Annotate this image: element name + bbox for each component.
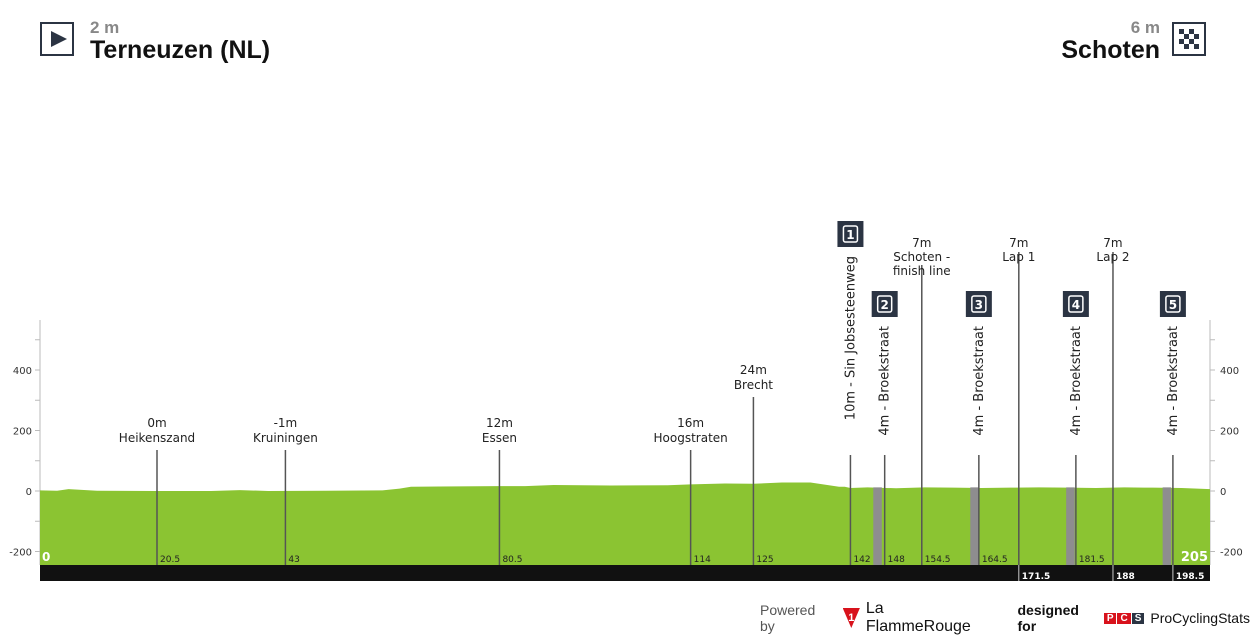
point-altitude: 7m (1009, 236, 1028, 250)
point-name: Kruiningen (253, 431, 318, 445)
point-altitude: 7m (912, 236, 931, 250)
point-name: Essen (482, 431, 517, 445)
sector-number: 5 (1169, 298, 1177, 312)
sector-number: 4 (1072, 298, 1080, 312)
point-altitude: 24m (740, 363, 767, 377)
y-tick-label: -200 (1220, 548, 1243, 559)
y-tick-label: 0 (26, 487, 32, 498)
distance-label: 80.5 (502, 555, 522, 565)
designed-for: designed for (1017, 602, 1079, 634)
distance-label: 0 (42, 550, 50, 564)
elevation-area (40, 482, 1210, 565)
pcs-brand[interactable]: ProCyclingStats (1150, 610, 1250, 626)
sector-label: 4m - Broekstraat (972, 326, 987, 436)
point-name: Schoten - (893, 250, 950, 264)
start-info: 2 m Terneuzen (NL) (90, 18, 271, 64)
sector-badge-frame (842, 225, 859, 243)
distance-label: 142 (853, 555, 870, 565)
checkered-flag-icon (1172, 22, 1206, 56)
distance-label: 154.5 (925, 555, 951, 565)
cobble-sector-band (1066, 487, 1075, 565)
distance-label: 148 (888, 555, 905, 565)
sector-badge-frame (1165, 295, 1181, 313)
lafr-brand[interactable]: La FlammeRouge (865, 600, 971, 635)
sector-badge-frame (876, 295, 893, 313)
bar-distance-label: 171.5 (1022, 572, 1050, 582)
y-tick-label: -200 (9, 548, 32, 559)
sector-badge-frame (971, 295, 987, 313)
start-play-icon (40, 22, 74, 56)
pcs-logo-icon: P C S (1103, 612, 1145, 624)
finish-city: Schoten (1061, 36, 1160, 64)
point-altitude: 12m (486, 416, 513, 430)
sector-number: 2 (881, 298, 889, 312)
y-tick-label: 200 (1220, 427, 1239, 438)
y-tick-label: 0 (1220, 487, 1226, 498)
distance-label: 181.5 (1079, 555, 1105, 565)
point-name: Lap 1 (1002, 250, 1035, 264)
distance-label: 20.5 (160, 555, 180, 565)
sector-label: 4m - Broekstraat (1166, 326, 1181, 436)
finish-altitude: 6 m (1130, 18, 1160, 37)
point-name: Brecht (734, 378, 773, 392)
footer: Powered by 1 La FlammeRouge designed for… (760, 600, 1250, 636)
sector-label: 4m - Broekstraat (878, 326, 893, 436)
sector-badge-frame (1068, 295, 1084, 313)
distance-label: 43 (288, 555, 299, 565)
cobble-sector-band (1162, 487, 1172, 565)
y-tick-label: 200 (13, 427, 32, 438)
bar-distance-label: 198.5 (1176, 572, 1204, 582)
sector-label: 4m - Broekstraat (1069, 326, 1084, 436)
point-altitude: 16m (677, 416, 704, 430)
sector-number: 3 (975, 298, 983, 312)
finish-info: 6 m Schoten (1061, 18, 1160, 64)
point-name: Hoogstraten (654, 431, 728, 445)
bar-distance-label: 188 (1116, 572, 1135, 582)
sector-label: 10m - Sin Jobsesteenweg (843, 256, 858, 420)
distance-label: 125 (756, 555, 773, 565)
distance-label: 114 (694, 555, 711, 565)
point-altitude: 7m (1103, 236, 1122, 250)
y-tick-label: 400 (1220, 366, 1239, 377)
point-name-2: finish line (893, 264, 951, 278)
cobble-sector-band (873, 487, 882, 565)
start-city: Terneuzen (NL) (90, 36, 271, 64)
powered-by: Powered by (760, 602, 816, 634)
point-altitude: -1m (274, 416, 298, 430)
distance-label: 205 (1181, 550, 1208, 565)
sector-number: 1 (846, 228, 854, 242)
y-tick-label: 400 (13, 366, 32, 377)
distance-bar (40, 565, 1210, 581)
point-name: Heikenszand (119, 431, 195, 445)
point-name: Lap 2 (1096, 250, 1129, 264)
start-altitude: 2 m (90, 18, 120, 37)
distance-label: 164.5 (982, 555, 1008, 565)
lafr-logo-icon: 1 (842, 608, 860, 628)
cobble-sector-band (970, 487, 979, 565)
point-altitude: 0m (147, 416, 166, 430)
